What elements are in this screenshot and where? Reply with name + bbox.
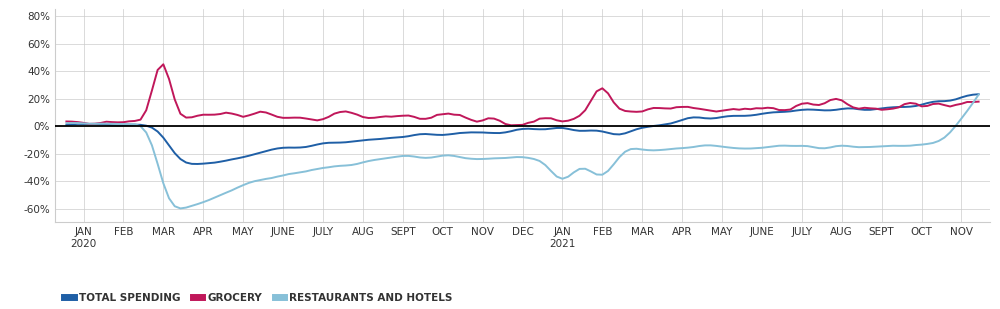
Legend: TOTAL SPENDING, GROCERY, RESTAURANTS AND HOTELS: TOTAL SPENDING, GROCERY, RESTAURANTS AND… xyxy=(60,289,457,307)
